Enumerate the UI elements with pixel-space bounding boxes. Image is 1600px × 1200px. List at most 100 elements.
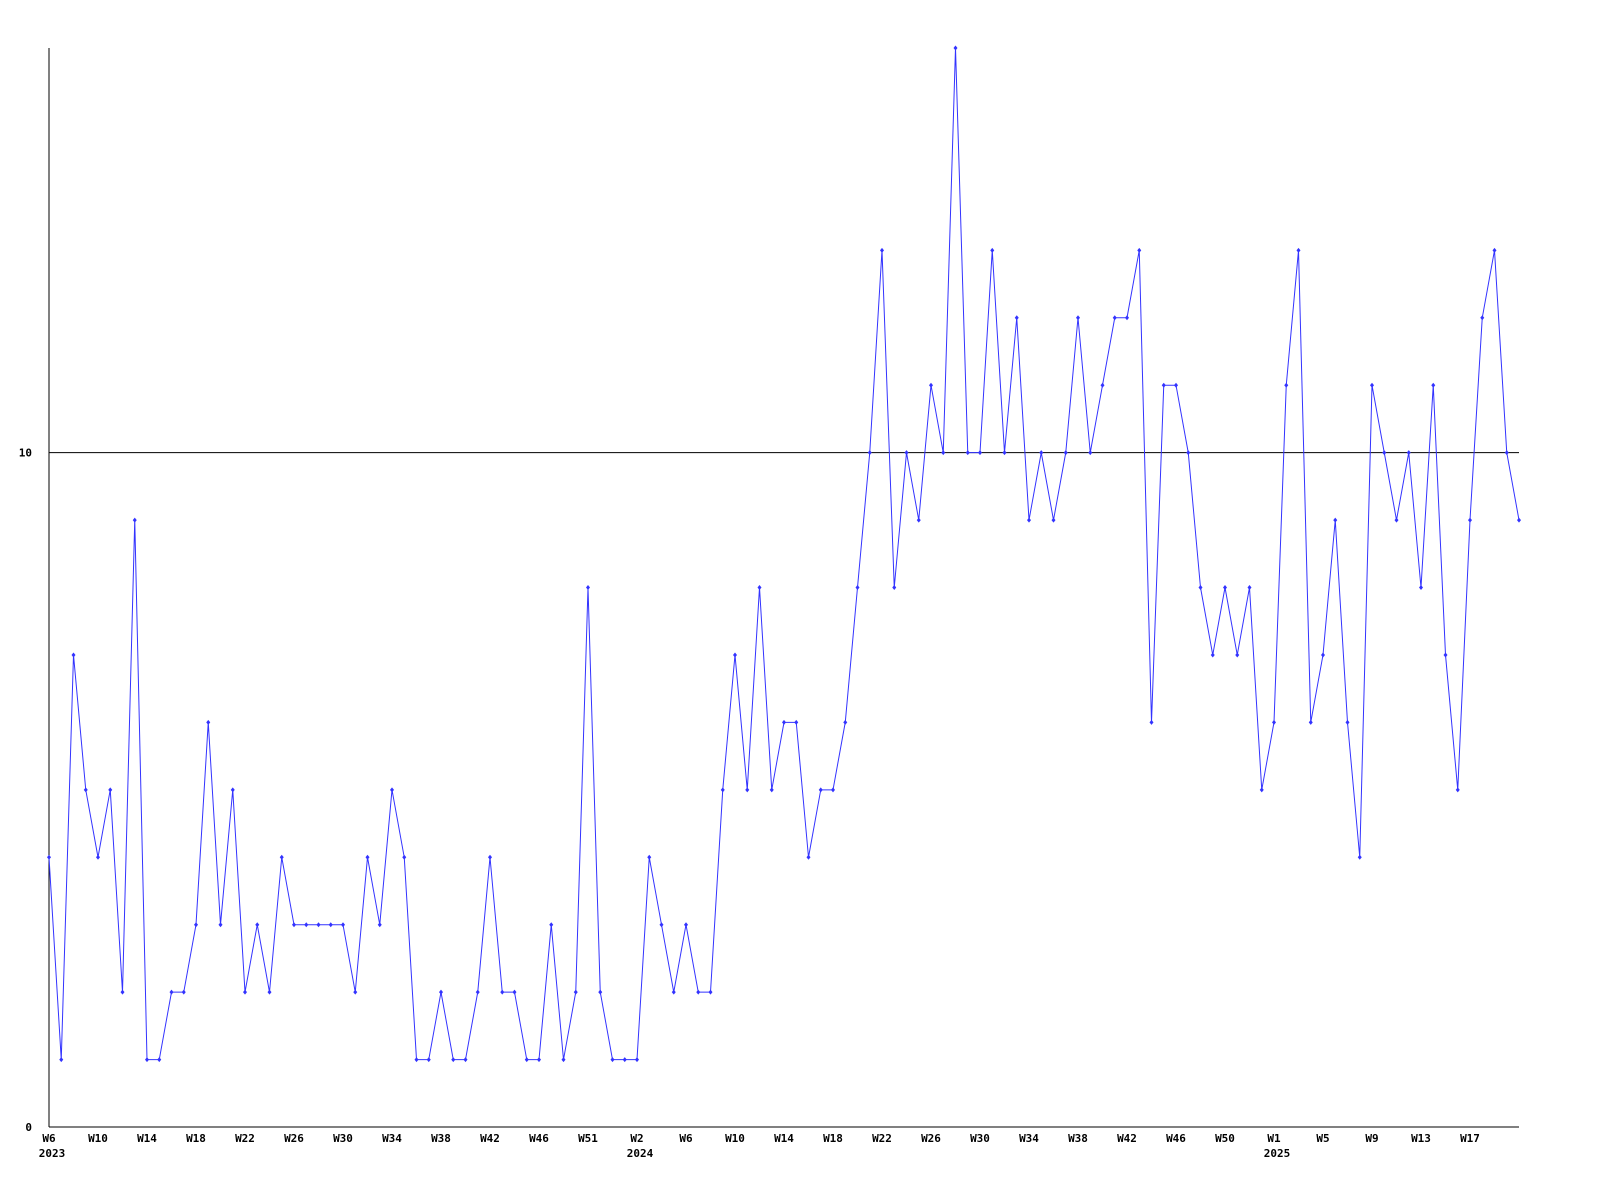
point <box>218 922 223 928</box>
point <box>1480 315 1485 321</box>
point <box>1198 585 1203 590</box>
point <box>292 922 296 928</box>
x-tick-label: W38 <box>1068 1132 1088 1145</box>
x-tick-label: W6 <box>679 1132 693 1145</box>
point <box>316 922 321 928</box>
point <box>1419 585 1423 590</box>
point <box>1247 585 1252 590</box>
y-tick-label: 10 <box>19 447 32 460</box>
point <box>120 989 125 995</box>
point <box>1284 382 1289 388</box>
point <box>1174 382 1178 388</box>
point <box>855 585 860 590</box>
point <box>794 719 799 725</box>
point <box>439 989 443 995</box>
point <box>1002 450 1007 456</box>
x-group-label: 2024 <box>627 1147 654 1160</box>
point <box>145 1057 149 1063</box>
x-tick-label: W42 <box>1117 1132 1137 1145</box>
point <box>1455 787 1460 793</box>
point <box>1357 854 1362 860</box>
x-tick-label: W14 <box>774 1132 794 1145</box>
point <box>1039 450 1044 456</box>
point <box>1100 382 1105 388</box>
point <box>769 787 774 793</box>
point <box>71 652 76 658</box>
point <box>586 585 590 590</box>
point <box>353 989 358 995</box>
point <box>1321 652 1325 658</box>
x-tick-label: W9 <box>1365 1132 1378 1145</box>
point <box>1076 315 1080 321</box>
point <box>843 719 848 725</box>
x-tick-label: W51 <box>578 1132 598 1145</box>
point <box>622 1057 627 1063</box>
point <box>1504 450 1509 456</box>
point <box>831 787 835 793</box>
point <box>647 854 652 860</box>
point <box>696 989 701 995</box>
point <box>1431 382 1436 388</box>
point <box>720 787 725 793</box>
x-tick-label: W46 <box>1166 1132 1186 1145</box>
point <box>390 787 394 793</box>
point <box>59 1057 64 1063</box>
point <box>524 1057 529 1063</box>
point <box>1406 450 1411 456</box>
point <box>708 989 713 995</box>
point <box>1443 652 1448 658</box>
point <box>733 652 737 658</box>
point <box>206 719 211 725</box>
point <box>598 989 603 995</box>
point <box>953 45 958 51</box>
point <box>880 247 884 253</box>
point <box>451 1057 456 1063</box>
point <box>818 787 823 793</box>
x-tick-label: W2 <box>630 1132 643 1145</box>
point <box>1112 315 1117 321</box>
point <box>867 450 872 456</box>
point <box>1468 517 1472 523</box>
point <box>1014 315 1019 321</box>
point <box>169 989 174 995</box>
x-tick-label: W22 <box>235 1132 255 1145</box>
x-tick-label: W42 <box>480 1132 500 1145</box>
x-tick-label: W17 <box>1460 1132 1480 1145</box>
x-group-label: 2025 <box>1264 1147 1291 1160</box>
point <box>1137 247 1142 253</box>
point <box>194 922 198 928</box>
point <box>500 989 505 995</box>
point <box>1063 450 1068 456</box>
point <box>377 922 382 928</box>
point <box>904 450 909 456</box>
point <box>108 787 113 793</box>
point <box>1370 382 1374 388</box>
point <box>916 517 921 523</box>
point <box>96 854 100 860</box>
point <box>230 787 235 793</box>
point <box>157 1057 162 1063</box>
x-tick-label: W10 <box>88 1132 108 1145</box>
point <box>1235 652 1240 658</box>
x-tick-label: W18 <box>823 1132 843 1145</box>
point <box>684 922 688 928</box>
line <box>48 47 1520 1061</box>
point <box>414 1057 419 1063</box>
point <box>1308 719 1313 725</box>
x-tick-label: W10 <box>725 1132 745 1145</box>
point <box>941 450 946 456</box>
point <box>1333 517 1338 523</box>
point <box>549 922 554 928</box>
point <box>892 585 897 590</box>
point <box>132 517 137 523</box>
point <box>1517 517 1521 523</box>
point <box>1382 450 1387 456</box>
x-tick-label: W50 <box>1215 1132 1235 1145</box>
point <box>463 1057 468 1063</box>
point <box>635 1057 639 1063</box>
point <box>47 854 51 860</box>
point <box>1296 247 1301 253</box>
point <box>929 382 933 388</box>
